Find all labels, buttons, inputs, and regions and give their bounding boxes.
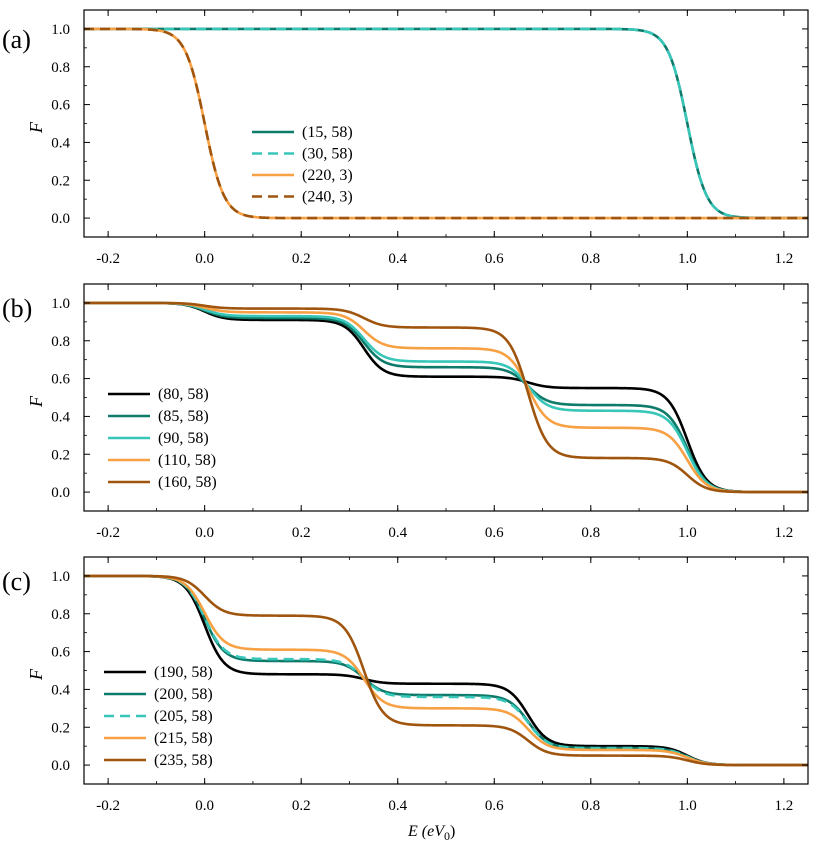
panel-label: (a) <box>2 25 31 54</box>
series-line-4 <box>83 574 809 767</box>
plot-frame <box>83 9 809 238</box>
legend-label: (80, 58) <box>158 386 209 403</box>
y-tick-label: 0.8 <box>51 60 70 76</box>
legend-label: (240, 3) <box>302 189 353 206</box>
panel-a: -0.2 0.0 0.2 0.4 0.6 0.8 1.0 1.2 0.0 0.2 0.4 0.6 0.8… <box>2 9 809 267</box>
y-tick-label: 0.4 <box>51 135 70 151</box>
x-tick-label: 0.4 <box>388 798 407 814</box>
series-line-0 <box>83 27 809 220</box>
y-tick-label: 1.0 <box>51 296 70 312</box>
x-tick-label: 0.0 <box>195 525 214 541</box>
panel-label: (b) <box>2 294 32 323</box>
series-line-1 <box>83 27 809 220</box>
x-tick-label: 0.2 <box>292 525 311 541</box>
x-axis-label-main: E (eV <box>407 823 446 840</box>
series-line-3 <box>83 27 809 220</box>
x-tick-label: 0.8 <box>581 798 600 814</box>
x-tick-label: 1.0 <box>678 525 697 541</box>
x-tick-label: 0.0 <box>195 251 214 267</box>
y-tick-label: 0.8 <box>51 334 70 350</box>
x-tick-label: 0.6 <box>485 525 504 541</box>
x-tick-label: -0.2 <box>96 798 120 814</box>
legend-label: (85, 58) <box>158 408 209 425</box>
y-tick-label: 0.4 <box>51 682 70 698</box>
legend: (190, 58) (200, 58) (205, 58) (215, 58) (235… <box>104 664 213 769</box>
series-line-4 <box>83 301 809 494</box>
x-axis-label-close: ) <box>450 823 455 840</box>
x-tick-label: 0.2 <box>292 798 311 814</box>
x-axis-label-sub: 0 <box>444 829 450 843</box>
legend: (15, 58) (30, 58) (220, 3) (240, 3) <box>252 124 353 206</box>
x-tick-label: 0.8 <box>581 251 600 267</box>
x-tick-label: 1.2 <box>774 525 793 541</box>
x-axis-label: E (eV0) <box>407 823 455 843</box>
y-tick-label: 0.6 <box>51 645 70 661</box>
series-line-3 <box>83 574 809 767</box>
legend-label: (110, 58) <box>158 452 216 469</box>
y-tick-label: 1.0 <box>51 22 70 38</box>
series-line-2 <box>83 301 809 494</box>
y-tick-label: 0.4 <box>51 409 70 425</box>
panel-label: (c) <box>2 567 31 596</box>
x-tick-label: 0.4 <box>388 251 407 267</box>
panel-b: -0.2 0.0 0.2 0.4 0.6 0.8 1.0 1.2 0.0 0.2 0.4 0.6 0.8… <box>2 283 809 541</box>
x-tick-label: 1.2 <box>774 251 793 267</box>
legend-label: (190, 58) <box>154 664 213 681</box>
y-axis-label: F <box>26 121 46 134</box>
x-tick-label: 0.2 <box>292 251 311 267</box>
legend-label: (220, 3) <box>302 167 353 184</box>
x-tick-label: 0.4 <box>388 525 407 541</box>
legend: (80, 58) (85, 58) (90, 58) (110, 58) (160, 5… <box>108 386 217 491</box>
series-line-2 <box>83 27 809 220</box>
x-tick-label: 1.0 <box>678 251 697 267</box>
y-tick-label: 0.6 <box>51 372 70 388</box>
y-tick-label: 0.0 <box>51 485 70 501</box>
y-tick-label: 0.0 <box>51 211 70 227</box>
y-tick-label: 0.2 <box>51 447 70 463</box>
y-axis-label: F <box>26 395 46 408</box>
legend-label: (90, 58) <box>158 430 209 447</box>
legend-label: (205, 58) <box>154 708 213 725</box>
panel-c: -0.2 0.0 0.2 0.4 0.6 0.8 1.0 1.2 0.0 0.2 0.4 0.6 0.8… <box>2 556 809 843</box>
y-axis-label: F <box>26 668 46 681</box>
series-line-3 <box>83 301 809 494</box>
x-tick-label: 1.0 <box>678 798 697 814</box>
y-tick-label: 0.0 <box>51 758 70 774</box>
legend-label: (30, 58) <box>302 146 353 163</box>
y-tick-label: 1.0 <box>51 569 70 585</box>
y-tick-label: 0.2 <box>51 173 70 189</box>
legend-label: (15, 58) <box>302 124 353 141</box>
x-tick-label: 0.6 <box>485 798 504 814</box>
x-tick-label: 0.0 <box>195 798 214 814</box>
x-tick-label: 0.8 <box>581 525 600 541</box>
legend-label: (215, 58) <box>154 730 213 747</box>
y-tick-label: 0.6 <box>51 98 70 114</box>
x-tick-label: 0.6 <box>485 251 504 267</box>
y-tick-label: 0.2 <box>51 720 70 736</box>
y-tick-label: 0.8 <box>51 607 70 623</box>
legend-label: (200, 58) <box>154 686 213 703</box>
legend-label: (160, 58) <box>158 474 217 491</box>
x-tick-label: -0.2 <box>96 251 120 267</box>
legend-label: (235, 58) <box>154 752 213 769</box>
x-tick-label: 1.2 <box>774 798 793 814</box>
x-tick-label: -0.2 <box>96 525 120 541</box>
